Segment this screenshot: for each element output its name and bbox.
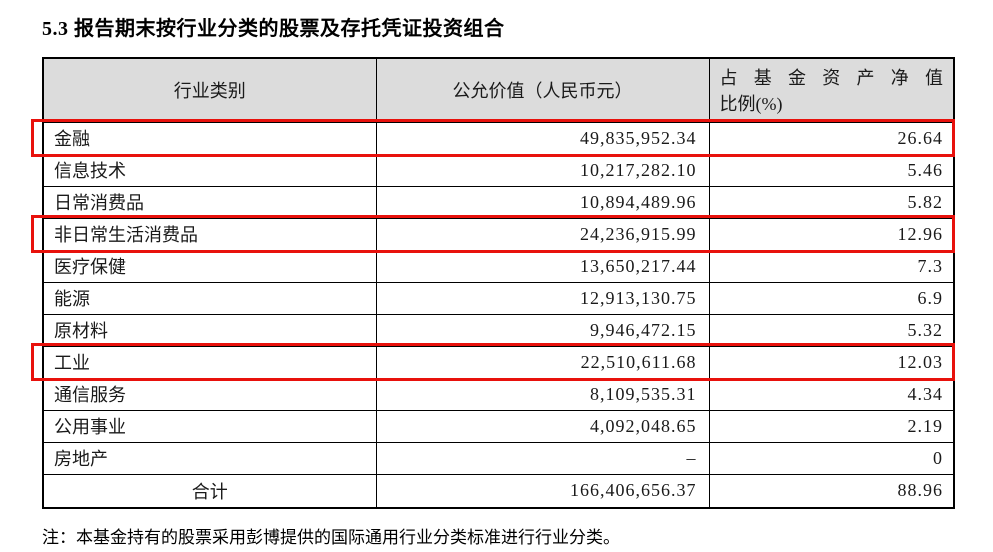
table-row: 非日常生活消费品 24,236,915.99 12.96 [42, 217, 955, 251]
fair-value-cell: 10,894,489.96 [375, 185, 710, 219]
header-pct-nav: 占基金资产净值 比例(%) [708, 57, 955, 123]
pct-nav-cell: 26.64 [708, 121, 955, 155]
industry-cell: 房地产 [42, 441, 377, 475]
footnote: 注：本基金持有的股票采用彭博提供的国际通用行业分类标准进行行业分类。 [42, 528, 620, 547]
fair-value-cell: 9,946,472.15 [375, 313, 710, 347]
table-wrap: 行业类别 公允价值（人民币元） 占基金资产净值 比例(%) 金融 49,835,9… [31, 57, 955, 509]
pct-nav-cell: 0 [708, 441, 955, 475]
industry-cell: 公用事业 [42, 409, 377, 443]
fair-value-cell: 13,650,217.44 [375, 249, 710, 283]
pct-nav-cell: 2.19 [708, 409, 955, 443]
industry-cell: 原材料 [42, 313, 377, 347]
pct-nav-cell: 4.34 [708, 377, 955, 411]
table-row: 能源 12,913,130.75 6.9 [42, 281, 955, 315]
pct-nav-cell: 12.03 [708, 345, 955, 379]
table-body: 金融 49,835,952.34 26.64 信息技术 10,217,282.10 5.4… [42, 121, 955, 509]
industry-portfolio-table: 行业类别 公允价值（人民币元） 占基金资产净值 比例(%) 金融 49,835,9… [42, 57, 955, 509]
fair-value-cell: 22,510,611.68 [375, 345, 710, 379]
fair-value-cell: 12,913,130.75 [375, 281, 710, 315]
table-header: 行业类别 公允价值（人民币元） 占基金资产净值 比例(%) [42, 57, 955, 123]
fair-value-cell: 24,236,915.99 [375, 217, 710, 251]
table-row: 工业 22,510,611.68 12.03 [42, 345, 955, 379]
table-row: 房地产 –0 [42, 441, 955, 475]
industry-cell: 通信服务 [42, 377, 377, 411]
fair-value-cell: 49,835,952.34 [375, 121, 710, 155]
industry-cell: 金融 [42, 121, 377, 155]
pct-nav-cell: 7.3 [708, 249, 955, 283]
table-row: 公用事业 4,092,048.65 2.19 [42, 409, 955, 443]
header-row: 行业类别 公允价值（人民币元） 占基金资产净值 比例(%) [42, 57, 955, 123]
fair-value-cell: 10,217,282.10 [375, 153, 710, 187]
table-row: 日常消费品 10,894,489.96 5.82 [42, 185, 955, 219]
industry-cell: 能源 [42, 281, 377, 315]
pct-nav-cell: 88.96 [708, 473, 955, 509]
pct-nav-cell: 6.9 [708, 281, 955, 315]
pct-nav-cell: 5.82 [708, 185, 955, 219]
table-row: 通信服务 8,109,535.31 4.34 [42, 377, 955, 411]
fair-value-cell: 8,109,535.31 [375, 377, 710, 411]
header-pct-nav-line2: 比例(%) [719, 93, 783, 114]
pct-nav-cell: 5.46 [708, 153, 955, 187]
table-row: 信息技术 10,217,282.10 5.46 [42, 153, 955, 187]
fair-value-cell: 4,092,048.65 [375, 409, 710, 443]
table-row: 原材料 9,946,472.15 5.32 [42, 313, 955, 347]
industry-cell: 非日常生活消费品 [42, 217, 377, 251]
header-fair-value: 公允价值（人民币元） [375, 57, 710, 123]
section-title: 5.3 报告期末按行业分类的股票及存托凭证投资组合 [42, 18, 505, 40]
pct-nav-cell: 12.96 [708, 217, 955, 251]
total-row: 合计 166,406,656.37 88.96 [42, 473, 955, 509]
fair-value-cell: 166,406,656.37 [375, 473, 710, 509]
industry-cell: 医疗保健 [42, 249, 377, 283]
industry-cell: 合计 [42, 473, 377, 509]
table-row: 金融 49,835,952.34 26.64 [42, 121, 955, 155]
header-pct-nav-line1: 占基金资产净值 [719, 67, 944, 88]
industry-cell: 信息技术 [42, 153, 377, 187]
table-row: 医疗保健 13,650,217.44 7.3 [42, 249, 955, 283]
industry-cell: 日常消费品 [42, 185, 377, 219]
pct-nav-cell: 5.32 [708, 313, 955, 347]
industry-cell: 工业 [42, 345, 377, 379]
header-industry: 行业类别 [42, 57, 377, 123]
fair-value-cell: – [375, 441, 710, 475]
